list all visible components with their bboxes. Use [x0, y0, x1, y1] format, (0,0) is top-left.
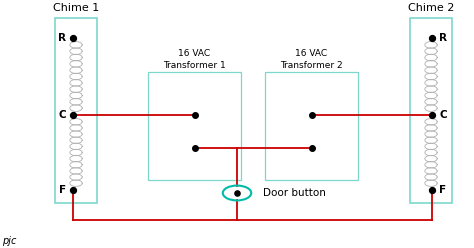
Bar	[148, 72, 241, 180]
Text: R: R	[58, 33, 66, 43]
Text: R: R	[439, 33, 447, 43]
Text: F: F	[59, 185, 66, 195]
Bar	[265, 72, 358, 180]
Text: Door button: Door button	[263, 188, 326, 198]
Point	[191, 113, 199, 117]
Point	[308, 113, 316, 117]
Point	[69, 113, 77, 117]
Point	[233, 191, 241, 195]
Point	[308, 146, 316, 150]
Text: 16 VAC
Transformer 2: 16 VAC Transformer 2	[280, 49, 343, 69]
Point	[428, 36, 436, 40]
Bar	[55, 18, 97, 203]
Point	[69, 188, 77, 192]
Point	[428, 188, 436, 192]
Bar	[410, 18, 452, 203]
Text: Chime 2: Chime 2	[408, 3, 454, 13]
Text: F: F	[439, 185, 446, 195]
Point	[69, 36, 77, 40]
Text: Chime 1: Chime 1	[53, 3, 99, 13]
Text: C: C	[58, 110, 66, 120]
Text: C: C	[439, 110, 447, 120]
Text: pjc: pjc	[2, 236, 17, 246]
Text: 16 VAC
Transformer 1: 16 VAC Transformer 1	[163, 49, 226, 69]
Point	[191, 146, 199, 150]
Point	[428, 113, 436, 117]
